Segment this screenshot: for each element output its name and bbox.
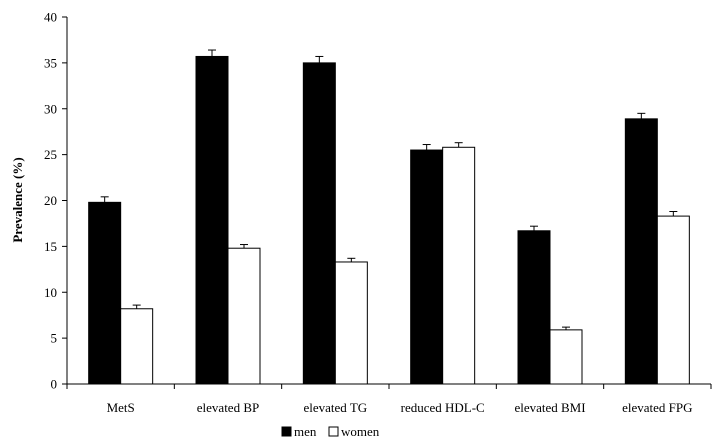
category-label: elevated FPG: [622, 400, 692, 415]
bar-women: [334, 261, 368, 385]
legend-label-men: men: [294, 424, 317, 439]
bar-men: [195, 55, 229, 385]
category-label: elevated BP: [197, 400, 259, 415]
legend-label-women: women: [341, 424, 380, 439]
legend: men women: [281, 424, 380, 439]
y-tick-label: 40: [44, 10, 57, 25]
y-tick-label: 15: [44, 239, 57, 254]
bar-men: [517, 230, 551, 385]
legend-swatch-women: [328, 426, 339, 437]
y-tick-label: 10: [44, 285, 57, 300]
category-label: reduced HDL-C: [401, 400, 485, 415]
y-tick-label: 0: [51, 377, 58, 392]
bar-women: [227, 247, 261, 385]
bar-women: [549, 329, 583, 385]
category-label: elevated BMI: [514, 400, 585, 415]
legend-swatch-men: [281, 426, 292, 437]
y-axis: 0 5 10 15 20 25 30 35 40: [44, 10, 68, 392]
bar-men: [88, 201, 122, 385]
y-tick-label: 20: [44, 193, 57, 208]
y-axis-label: Prevalence (%): [10, 157, 25, 242]
bar-men: [410, 149, 444, 385]
bar-men: [624, 118, 658, 385]
y-tick-label: 25: [44, 147, 57, 162]
y-tick-label: 5: [51, 331, 58, 346]
bar-women: [120, 308, 154, 385]
bar-women: [442, 146, 476, 385]
bar-men: [302, 62, 336, 385]
category-label: MetS: [107, 400, 135, 415]
y-tick-label: 35: [44, 55, 57, 70]
category-label: elevated TG: [304, 400, 368, 415]
bar-women: [656, 215, 690, 385]
y-tick-label: 30: [44, 101, 57, 116]
x-axis: MetS elevated BP elevated TG reduced HDL-C e…: [66, 383, 712, 415]
bars: [88, 49, 690, 385]
